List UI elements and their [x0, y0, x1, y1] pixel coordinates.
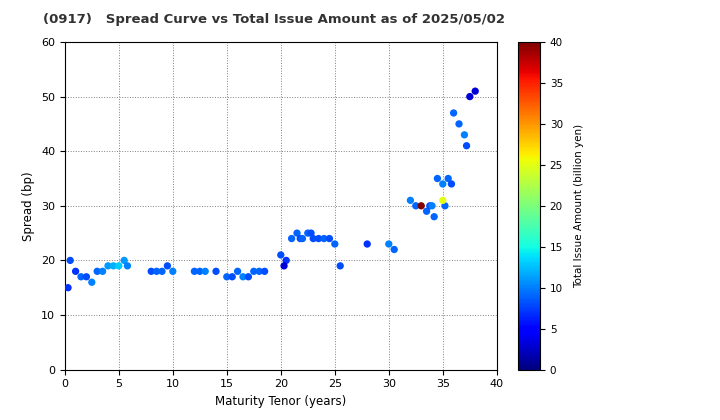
Point	[118, 257, 130, 264]
Point	[439, 202, 451, 209]
Point	[194, 268, 206, 275]
Point	[226, 273, 238, 280]
Point	[323, 235, 335, 242]
Point	[383, 241, 395, 247]
Point	[113, 262, 125, 269]
Point	[151, 268, 163, 275]
Point	[253, 268, 265, 275]
Point	[426, 202, 438, 209]
Point	[86, 279, 98, 286]
Point	[405, 197, 416, 204]
Point	[145, 268, 157, 275]
Point	[199, 268, 211, 275]
Text: (0917)   Spread Curve vs Total Issue Amount as of 2025/05/02: (0917) Spread Curve vs Total Issue Amoun…	[42, 13, 505, 26]
Point	[464, 93, 475, 100]
Point	[278, 262, 289, 269]
Point	[302, 230, 313, 236]
Point	[294, 235, 306, 242]
X-axis label: Maturity Tenor (years): Maturity Tenor (years)	[215, 395, 346, 408]
Point	[243, 273, 254, 280]
Point	[459, 131, 470, 138]
Point	[91, 268, 103, 275]
Point	[437, 197, 449, 204]
Point	[446, 181, 457, 187]
Point	[307, 235, 319, 242]
Point	[156, 268, 168, 275]
Point	[238, 273, 249, 280]
Point	[102, 262, 114, 269]
Point	[454, 121, 465, 127]
Point	[108, 262, 120, 269]
Point	[281, 257, 292, 264]
Y-axis label: Spread (bp): Spread (bp)	[22, 171, 35, 241]
Point	[334, 262, 346, 269]
Point	[76, 273, 86, 280]
Point	[461, 142, 472, 149]
Point	[389, 246, 400, 253]
Point	[329, 241, 341, 247]
Point	[437, 181, 449, 187]
Point	[232, 268, 243, 275]
Point	[442, 175, 454, 182]
Point	[275, 252, 287, 258]
Point	[259, 268, 271, 275]
Point	[81, 273, 92, 280]
Point	[189, 268, 200, 275]
Point	[161, 262, 173, 269]
Point	[469, 88, 481, 94]
Point	[448, 110, 459, 116]
Point	[312, 235, 324, 242]
Point	[65, 257, 76, 264]
Point	[167, 268, 179, 275]
Point	[248, 268, 259, 275]
Point	[122, 262, 133, 269]
Point	[410, 202, 422, 209]
Point	[62, 284, 73, 291]
Point	[210, 268, 222, 275]
Point	[291, 230, 303, 236]
Point	[221, 273, 233, 280]
Point	[432, 175, 444, 182]
Point	[415, 202, 427, 209]
Point	[70, 268, 81, 275]
Point	[428, 213, 440, 220]
Point	[305, 230, 317, 236]
Point	[96, 268, 108, 275]
Point	[424, 202, 436, 209]
Y-axis label: Total Issue Amount (billion yen): Total Issue Amount (billion yen)	[574, 124, 584, 288]
Point	[318, 235, 330, 242]
Point	[286, 235, 297, 242]
Point	[420, 208, 432, 215]
Point	[297, 235, 308, 242]
Point	[361, 241, 373, 247]
